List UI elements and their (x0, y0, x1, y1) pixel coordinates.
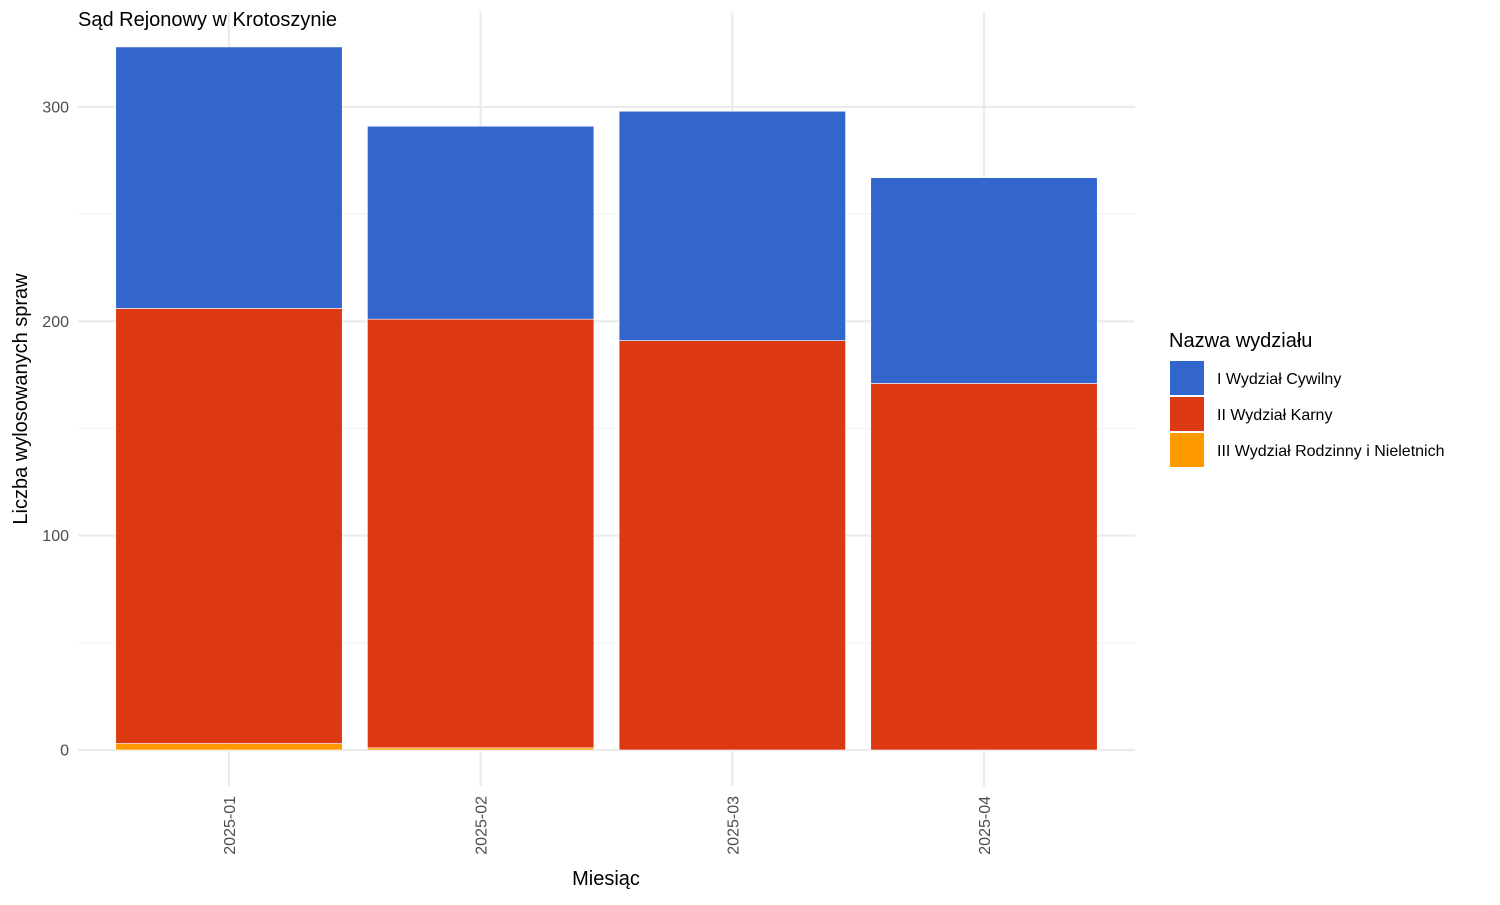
legend-swatch (1170, 361, 1204, 395)
x-axis-title: Miesiąc (572, 868, 640, 890)
legend-swatch (1170, 397, 1204, 431)
x-tick-label: 2025-04 (977, 796, 994, 855)
chart-title: Sąd Rejonowy w Krotoszynie (78, 9, 337, 31)
bar-segment (367, 747, 595, 751)
y-tick-label: 200 (42, 314, 69, 331)
y-axis-title: Liczba wylosowanych spraw (10, 273, 32, 525)
legend-label: II Wydział Karny (1217, 407, 1332, 424)
legend-swatch (1170, 433, 1204, 467)
bar-segment (115, 743, 343, 751)
bar-segment (367, 318, 595, 749)
legend-label: III Wydział Rodzinny i Nieletnich (1217, 443, 1445, 460)
x-tick-label: 2025-03 (725, 796, 742, 855)
bar-segment (870, 177, 1098, 384)
bar-segment (618, 340, 846, 751)
x-tick-label: 2025-01 (222, 796, 239, 855)
bar-segment (870, 383, 1098, 751)
axes: 0 100 200 300 2025-01 2025-02 2025-03 2025-04 (42, 99, 994, 854)
y-tick-label: 0 (60, 743, 69, 760)
x-tick-label: 2025-02 (474, 796, 491, 855)
bars (115, 46, 1098, 751)
y-tick-label: 100 (42, 528, 69, 545)
bar-segment (618, 110, 846, 341)
y-tick-label: 300 (42, 99, 69, 116)
legend-title: Nazwa wydziału (1169, 330, 1312, 352)
bar-segment (367, 125, 595, 320)
bar-segment (115, 46, 343, 309)
legend: Nazwa wydziału I Wydział Cywilny II Wydzi… (1169, 330, 1445, 467)
legend-label: I Wydział Cywilny (1217, 371, 1341, 388)
bar-segment (115, 308, 343, 744)
